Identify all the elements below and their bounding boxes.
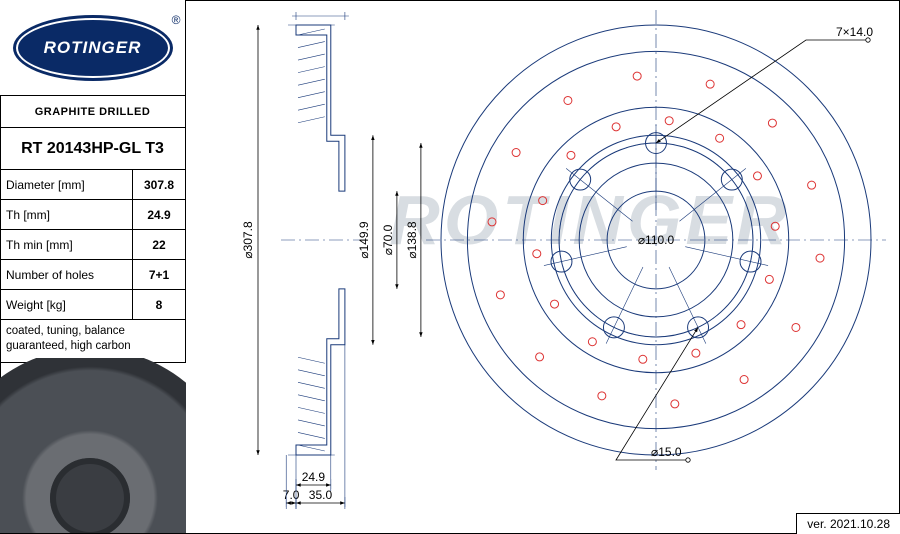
spec-value: 307.8	[133, 170, 185, 199]
spec-row: Weight [kg]8	[0, 290, 185, 320]
svg-text:7.0: 7.0	[283, 488, 300, 502]
version-label: ver. 2021.10.28	[796, 513, 900, 534]
spec-value: 8	[133, 290, 185, 319]
spec-row: Diameter [mm]307.8	[0, 170, 185, 200]
spec-row: Number of holes7+1	[0, 260, 185, 290]
spec-value: 22	[133, 230, 185, 259]
spec-label: Th [mm]	[0, 200, 133, 229]
spec-row: Th [mm]24.9	[0, 200, 185, 230]
logo-text: ROTINGER	[44, 38, 142, 58]
svg-text:7×14.0: 7×14.0	[836, 25, 873, 39]
spec-row: Th min [mm]22	[0, 230, 185, 260]
product-photo	[0, 358, 186, 533]
part-number: RT 20143HP-GL T3	[0, 128, 185, 170]
spec-value: 24.9	[133, 200, 185, 229]
svg-text:⌀307.8: ⌀307.8	[241, 221, 255, 259]
svg-text:⌀138.8: ⌀138.8	[405, 221, 419, 259]
spec-value: 7+1	[133, 260, 185, 289]
svg-text:⌀110.0: ⌀110.0	[638, 233, 675, 247]
product-type: GRAPHITE DRILLED	[0, 96, 185, 128]
spec-label: Th min [mm]	[0, 230, 133, 259]
logo-ellipse: ROTINGER ®	[13, 15, 173, 81]
notes: coated, tuning, balance guaranteed, high…	[0, 320, 185, 363]
svg-text:⌀70.0: ⌀70.0	[381, 224, 395, 255]
svg-text:35.0: 35.0	[309, 488, 333, 502]
spec-label: Diameter [mm]	[0, 170, 133, 199]
registered-icon: ®	[172, 13, 181, 27]
svg-text:24.9: 24.9	[302, 470, 326, 484]
info-panel: ROTINGER ® GRAPHITE DRILLED RT 20143HP-G…	[0, 0, 186, 363]
spec-label: Weight [kg]	[0, 290, 133, 319]
technical-drawing: ⌀110.0 7×14.0 ⌀15.0 ⌀307.8 ⌀149.9 ⌀70.0 ⌀138.8…	[186, 0, 900, 534]
spec-label: Number of holes	[0, 260, 133, 289]
logo-box: ROTINGER ®	[0, 0, 185, 96]
svg-text:⌀149.9: ⌀149.9	[357, 221, 371, 259]
svg-text:⌀15.0: ⌀15.0	[651, 445, 682, 459]
